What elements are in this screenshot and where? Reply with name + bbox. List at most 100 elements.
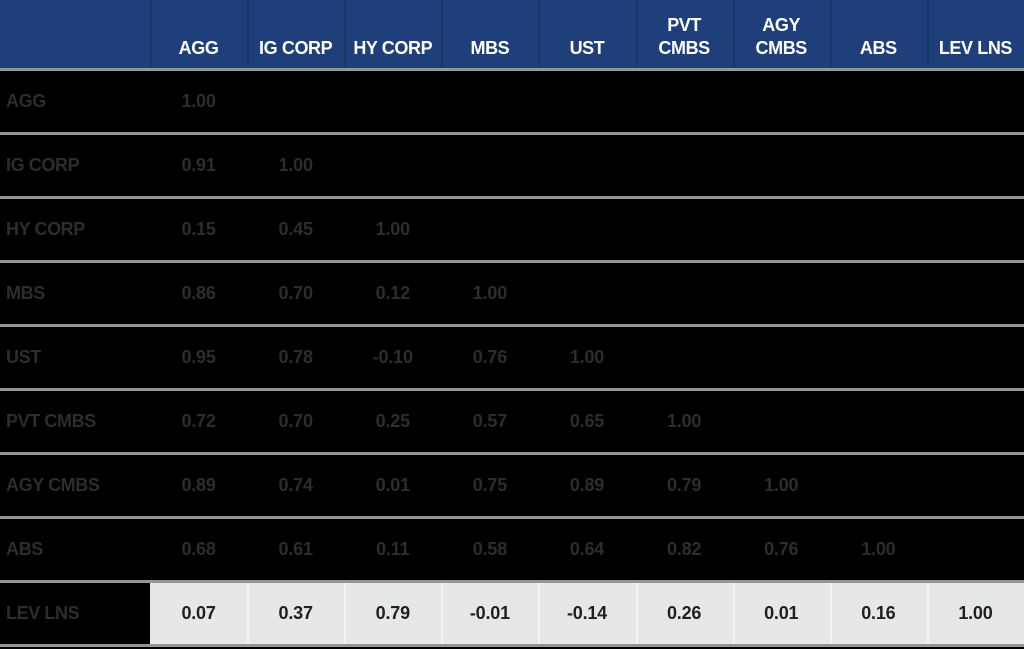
correlation-cell: 0.12 xyxy=(375,283,410,303)
correlation-cell xyxy=(733,135,830,196)
table-row-lev-lns-highlighted: LEV LNS 0.07 0.37 0.79 -0.01 -0.14 0.26 … xyxy=(0,583,1024,644)
correlation-cell: 0.79 xyxy=(344,583,442,644)
correlation-cell: 0.76 xyxy=(764,539,799,559)
correlation-cell xyxy=(636,135,733,196)
column-header-label: UST xyxy=(569,38,605,58)
correlation-cell xyxy=(636,327,733,388)
correlation-cell xyxy=(733,71,830,132)
correlation-cell xyxy=(830,71,927,132)
correlation-cell xyxy=(636,199,733,260)
row-separator xyxy=(0,452,1024,455)
correlation-cell xyxy=(441,71,538,132)
table-row-abs: ABS 0.68 0.61 0.11 0.58 0.64 0.82 0.76 1… xyxy=(0,519,1024,580)
correlation-cell: 0.25 xyxy=(375,411,410,431)
table-row-hy-corp: HY CORP 0.15 0.45 1.00 xyxy=(0,199,1024,260)
correlation-cell: 0.64 xyxy=(569,539,605,559)
column-header-hy-corp: HY CORP xyxy=(344,0,441,68)
correlation-cell xyxy=(538,199,635,260)
column-header-label: PVT xyxy=(667,15,701,35)
correlation-cell: 1.00 xyxy=(666,411,702,431)
correlation-cell: 0.37 xyxy=(247,583,345,644)
column-header-agy-cmbs: AGY CMBS xyxy=(733,0,830,68)
row-separator xyxy=(0,260,1024,263)
correlation-cell xyxy=(830,327,927,388)
table-row-pvt-cmbs: PVT CMBS 0.72 0.70 0.25 0.57 0.65 1.00 xyxy=(0,391,1024,452)
correlation-cell: 0.76 xyxy=(472,347,507,367)
row-label: MBS xyxy=(6,283,45,303)
correlation-cell xyxy=(441,199,538,260)
table-row-ig-corp: IG CORP 0.91 1.00 xyxy=(0,135,1024,196)
correlation-cell xyxy=(830,199,927,260)
correlation-cell xyxy=(733,391,830,452)
correlation-cell: 0.72 xyxy=(181,411,216,431)
correlation-cell xyxy=(441,135,538,196)
row-separator xyxy=(0,516,1024,519)
correlation-cell: 0.45 xyxy=(278,219,313,239)
correlation-cell xyxy=(927,71,1024,132)
correlation-cell xyxy=(636,263,733,324)
correlation-cell: -0.01 xyxy=(441,583,539,644)
correlation-cell: 1.00 xyxy=(181,91,216,111)
correlation-cell: 0.11 xyxy=(376,539,410,559)
correlation-cell xyxy=(927,519,1024,580)
table-row-agy-cmbs: AGY CMBS 0.89 0.74 0.01 0.75 0.89 0.79 1… xyxy=(0,455,1024,516)
correlation-cell: 0.01 xyxy=(375,475,410,495)
row-label: HY CORP xyxy=(6,219,85,239)
header-corner-spacer xyxy=(0,0,150,68)
correlation-cell xyxy=(830,135,927,196)
correlation-cell xyxy=(830,263,927,324)
correlation-cell: 0.86 xyxy=(181,283,216,303)
correlation-cell xyxy=(344,135,441,196)
column-header-ig-corp: IG CORP xyxy=(247,0,344,68)
correlation-cell: 0.15 xyxy=(181,219,216,239)
correlation-cell: 1.00 xyxy=(375,219,410,239)
correlation-cell xyxy=(733,263,830,324)
correlation-cell xyxy=(927,263,1024,324)
table-row-mbs: MBS 0.86 0.70 0.12 1.00 xyxy=(0,263,1024,324)
correlation-cell: 0.70 xyxy=(278,411,313,431)
correlation-cell: 0.79 xyxy=(666,475,702,495)
correlation-cell: 1.00 xyxy=(569,347,605,367)
column-header-label: IG CORP xyxy=(259,38,333,58)
column-header-label: HY CORP xyxy=(353,38,433,58)
correlation-cell xyxy=(927,455,1024,516)
row-separator xyxy=(0,196,1024,199)
column-header-label: AGG xyxy=(178,38,219,58)
table-row-ust: UST 0.95 0.78 -0.10 0.76 1.00 xyxy=(0,327,1024,388)
correlation-cell xyxy=(538,71,635,132)
column-header-label: CMBS xyxy=(755,38,808,58)
correlation-cell: 0.78 xyxy=(278,347,313,367)
correlation-cell: 0.91 xyxy=(181,155,216,175)
correlation-cell: 0.75 xyxy=(472,475,507,495)
correlation-cell: 0.61 xyxy=(278,539,313,559)
table-row-agg: AGG 1.00 xyxy=(0,71,1024,132)
column-header-label: LEV LNS xyxy=(938,38,1013,58)
column-header-lev-lns: LEV LNS xyxy=(927,0,1024,68)
row-separator xyxy=(0,132,1024,135)
correlation-cell xyxy=(927,327,1024,388)
correlation-cell xyxy=(247,71,344,132)
row-separator xyxy=(0,68,1024,71)
row-separator xyxy=(0,580,1024,583)
correlation-cell: 0.01 xyxy=(732,583,830,644)
column-header-label: MBS xyxy=(470,38,510,58)
correlation-cell: 0.89 xyxy=(181,475,216,495)
column-header-pvt-cmbs: PVT CMBS xyxy=(636,0,733,68)
row-label: UST xyxy=(6,347,41,367)
correlation-cell xyxy=(538,263,635,324)
correlation-cell xyxy=(927,199,1024,260)
correlation-cell: 1.00 xyxy=(764,475,799,495)
column-header-label: CMBS xyxy=(658,38,710,58)
correlation-cell: 0.95 xyxy=(181,347,216,367)
row-separator xyxy=(0,644,1024,647)
column-header-agg: AGG xyxy=(150,0,247,68)
correlation-cell: 0.26 xyxy=(635,583,733,644)
column-header-label: AGY xyxy=(762,15,801,35)
column-header-ust: UST xyxy=(538,0,635,68)
correlation-cell xyxy=(344,71,441,132)
correlation-cell: 1.00 xyxy=(926,583,1024,644)
row-label: AGG xyxy=(6,91,46,111)
correlation-cell xyxy=(733,327,830,388)
correlation-cell: 0.68 xyxy=(181,539,216,559)
correlation-cell xyxy=(830,455,927,516)
